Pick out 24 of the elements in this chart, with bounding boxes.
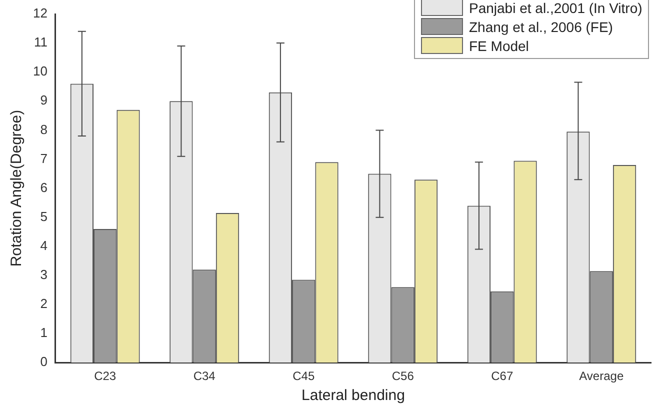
y-tick-label: 12: [32, 6, 48, 21]
y-tick-label: 7: [40, 150, 48, 166]
y-tick-label: 4: [40, 238, 48, 253]
x-tick-label: C56: [392, 369, 414, 384]
y-tick-label: 1: [40, 325, 48, 340]
y-tick-label: 5: [40, 208, 48, 224]
x-tick-label: C45: [292, 369, 315, 384]
y-tick-label: 10: [32, 64, 48, 79]
y-axis-title: Rotation Angle(Degree): [8, 110, 26, 267]
y-tick-label: 8: [40, 122, 48, 137]
x-tick-label: C34: [193, 369, 216, 384]
legend-label: Zhang et al., 2006 (FE): [469, 18, 613, 34]
y-tick-label: 6: [40, 180, 48, 195]
y-tick-label: 9: [40, 92, 48, 108]
x-axis-title: Lateral bending: [302, 387, 405, 404]
x-tick-label: C67: [491, 369, 514, 384]
x-tick-label: C23: [94, 369, 116, 384]
y-tick-label: 3: [40, 267, 48, 282]
legend-label: FE Model: [469, 38, 529, 54]
y-tick-label: 11: [34, 34, 48, 50]
legend-label: Panjabi et al.,2001 (In Vitro): [469, 0, 642, 16]
y-tick-label: 2: [40, 296, 48, 312]
y-tick-label: 0: [40, 354, 48, 370]
x-tick-label: Average: [579, 369, 624, 384]
